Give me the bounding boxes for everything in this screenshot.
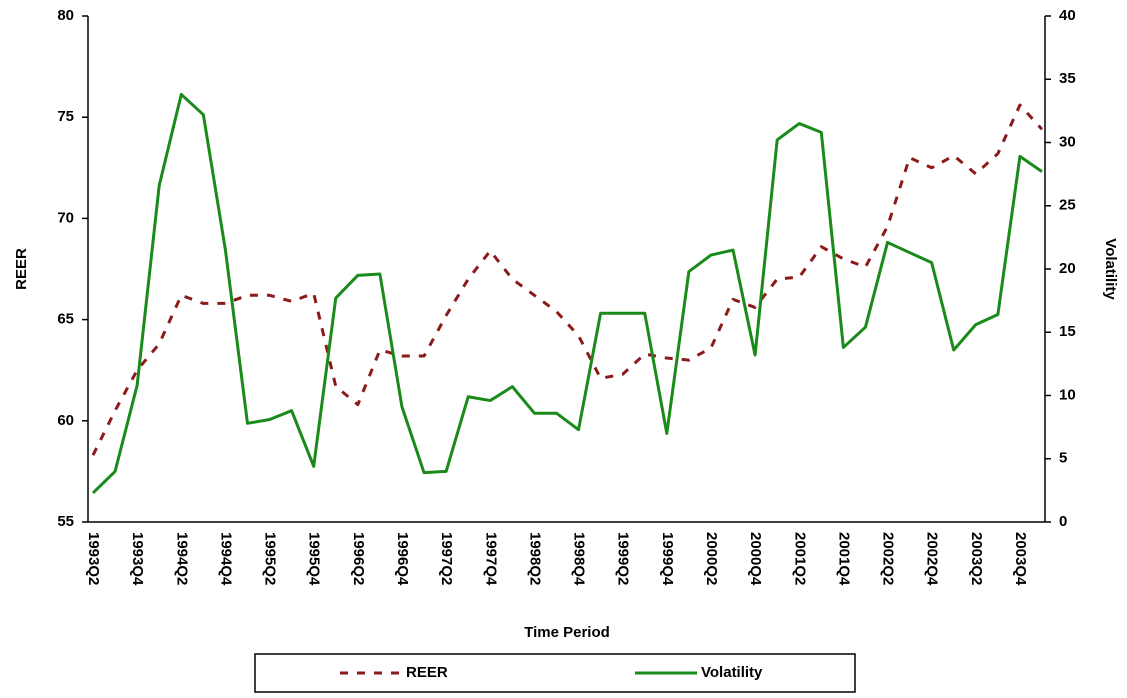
y2-tick-label: 5: [1059, 450, 1067, 467]
x-tick-label: 1997Q4: [482, 532, 499, 586]
x-tick-label: 2003Q2: [968, 532, 985, 585]
x-tick-label: 1996Q4: [394, 532, 411, 586]
y2-tick-label: 25: [1059, 197, 1076, 214]
y2-tick-label: 30: [1059, 133, 1076, 150]
x-tick-label: 2000Q2: [703, 532, 720, 585]
legend-label: REER: [406, 664, 448, 681]
x-tick-label: 1994Q2: [173, 532, 190, 585]
x-tick-label: 1996Q2: [350, 532, 367, 585]
legend-box: [254, 653, 856, 693]
y2-tick-label: 0: [1059, 513, 1067, 530]
y-tick-label: 80: [57, 7, 74, 24]
x-tick-label: 2002Q2: [880, 532, 897, 585]
x-tick-label: 1995Q2: [262, 532, 279, 585]
x-tick-label: 2002Q4: [924, 532, 941, 586]
x-tick-label: 1999Q4: [659, 532, 676, 586]
x-tick-label: 2001Q4: [835, 532, 852, 586]
x-tick-label: 2000Q4: [747, 532, 764, 586]
x-tick-label: 2003Q4: [1012, 532, 1029, 586]
y-tick-label: 65: [57, 311, 74, 328]
x-tick-label: 1998Q2: [526, 532, 543, 585]
x-tick-label: 1997Q2: [438, 532, 455, 585]
line-series: [91, 92, 1043, 494]
x-tick-label: 1993Q2: [85, 532, 102, 585]
x-tick-label: 1993Q4: [129, 532, 146, 586]
y-tick-label: 60: [57, 412, 74, 429]
legend-label: Volatility: [701, 664, 763, 681]
y-tick-label: 75: [57, 108, 74, 125]
x-tick-label: 1999Q2: [615, 532, 632, 585]
y2-tick-label: 20: [1059, 260, 1076, 277]
x-tick-label: 1995Q4: [306, 532, 323, 586]
y2-tick-label: 10: [1059, 386, 1076, 403]
x-tick-label: 1998Q4: [571, 532, 588, 586]
x-tick-label: 1994Q4: [217, 532, 234, 586]
x-tick-label: 2001Q2: [791, 532, 808, 585]
y-axis-title: REER: [13, 248, 30, 290]
line-series: [91, 103, 1044, 456]
y2-axis-title: Volatility: [1102, 238, 1119, 300]
y2-tick-label: 40: [1059, 7, 1076, 24]
y-tick-label: 70: [57, 209, 74, 226]
y-tick-label: 55: [57, 513, 74, 530]
y2-tick-label: 15: [1059, 323, 1076, 340]
y2-tick-label: 35: [1059, 70, 1076, 87]
x-axis-title: Time Period: [524, 624, 610, 641]
